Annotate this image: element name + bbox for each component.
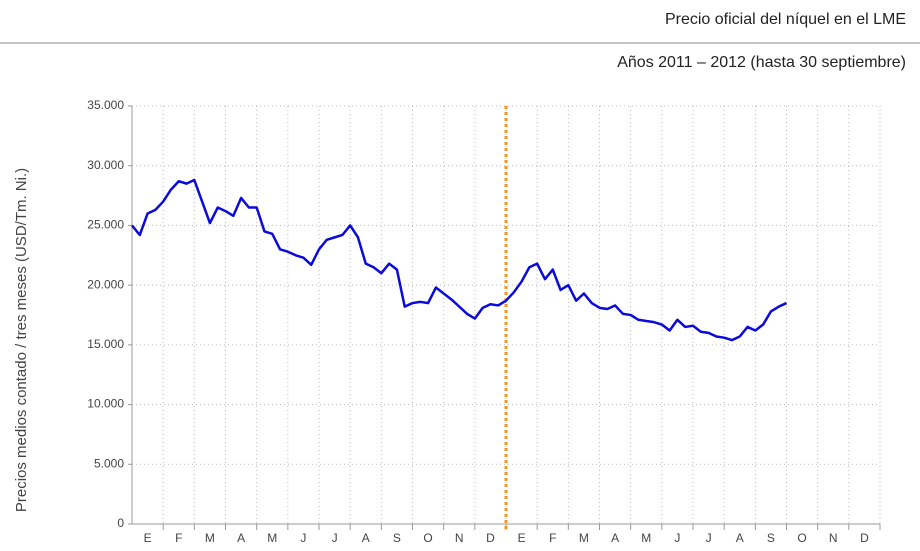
x-tick-label: M <box>641 531 651 545</box>
x-tick-label: M <box>267 531 277 545</box>
y-tick-label: 15.000 <box>87 337 124 351</box>
y-tick-label: 0 <box>117 516 124 530</box>
x-tick-label: S <box>393 531 401 545</box>
x-tick-label: J <box>332 531 338 545</box>
x-tick-label: E <box>518 531 526 545</box>
x-tick-label: A <box>237 531 245 545</box>
x-tick-label: A <box>736 531 744 545</box>
x-tick-label: A <box>362 531 370 545</box>
y-tick-label: 20.000 <box>87 277 124 291</box>
x-tick-label: S <box>767 531 775 545</box>
x-tick-label: F <box>175 531 182 545</box>
x-tick-label: A <box>611 531 619 545</box>
x-tick-label: O <box>797 531 806 545</box>
x-tick-label: J <box>674 531 680 545</box>
x-tick-label: O <box>423 531 432 545</box>
x-tick-label: J <box>300 531 306 545</box>
price-line <box>131 178 788 342</box>
y-tick-label: 30.000 <box>87 158 124 172</box>
x-tick-label: M <box>205 531 215 545</box>
y-tick-label: 35.000 <box>87 98 124 112</box>
chart-subtitle: Años 2011 – 2012 (hasta 30 septiembre) <box>617 54 906 71</box>
y-tick-label: 5.000 <box>94 456 124 470</box>
x-tick-label: N <box>829 531 838 545</box>
x-tick-label: N <box>455 531 464 545</box>
y-tick-label: 10.000 <box>87 397 124 411</box>
x-tick-label: D <box>486 531 495 545</box>
x-tick-label: M <box>579 531 589 545</box>
y-tick-label: 25.000 <box>87 218 124 232</box>
x-tick-label: J <box>706 531 712 545</box>
x-tick-label: D <box>860 531 869 545</box>
chart-title: Precio oficial del níquel en el LME <box>665 11 906 28</box>
x-tick-label: E <box>144 531 152 545</box>
y-axis-label: Precios medios contado / tres meses (USD… <box>13 168 30 512</box>
x-tick-label: F <box>549 531 556 545</box>
